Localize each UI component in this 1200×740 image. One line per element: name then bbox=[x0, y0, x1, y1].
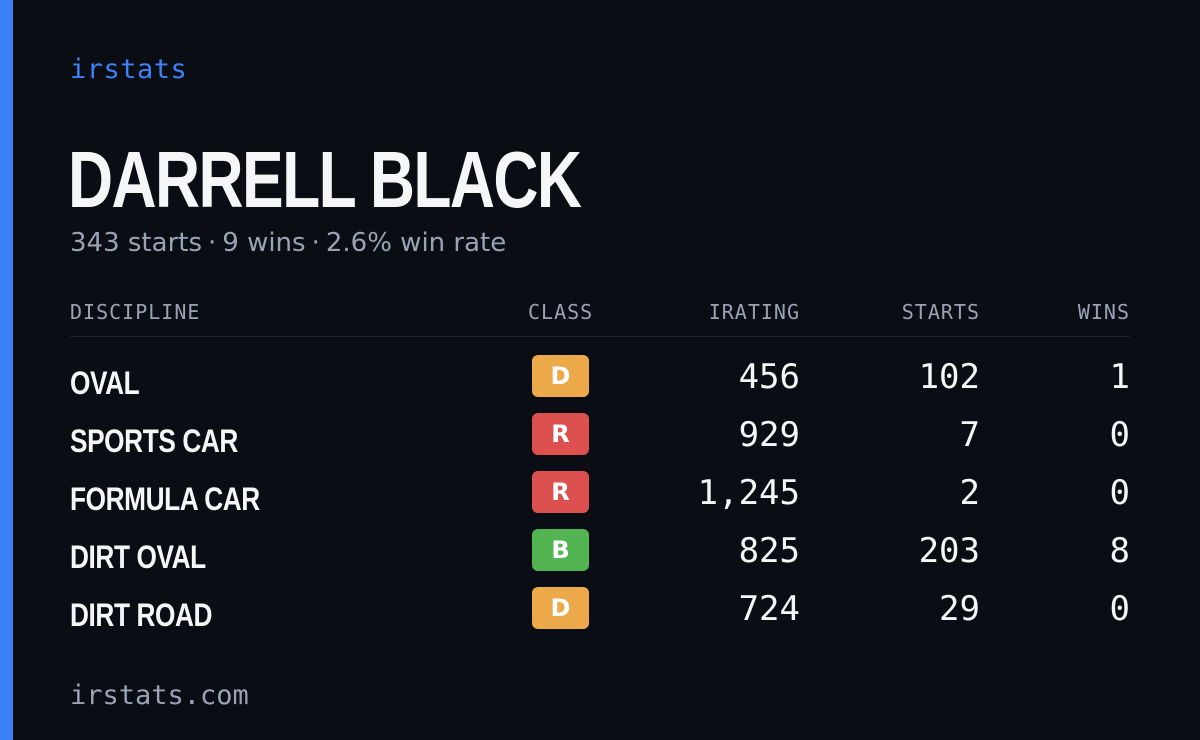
table-row: DIRT ROAD D 724 29 0 bbox=[70, 587, 1130, 645]
table-row: FORMULA CAR R 1,245 2 0 bbox=[70, 471, 1130, 529]
irating-value: 456 bbox=[738, 357, 800, 397]
summary-separator: · bbox=[208, 228, 217, 258]
starts-value: 203 bbox=[918, 531, 980, 571]
header-irating: IRATING bbox=[708, 300, 800, 324]
driver-summary: 343 starts · 9 wins · 2.6% win rate bbox=[70, 228, 506, 258]
driver-name: DARRELL BLACK bbox=[68, 135, 582, 224]
header-starts: STARTS bbox=[901, 300, 980, 324]
starts-value: 29 bbox=[939, 589, 980, 629]
class-badge: D bbox=[532, 355, 589, 397]
wins-value: 1 bbox=[1109, 357, 1130, 397]
summary-separator: · bbox=[311, 228, 320, 258]
footer-url: irstats.com bbox=[70, 680, 249, 711]
starts-value: 7 bbox=[959, 415, 980, 455]
discipline-name: DIRT OVAL bbox=[70, 539, 206, 575]
accent-bar bbox=[0, 0, 13, 740]
table-row: OVAL D 456 102 1 bbox=[70, 355, 1130, 413]
class-badge: R bbox=[532, 413, 589, 455]
discipline-name: OVAL bbox=[70, 365, 140, 401]
discipline-table: DISCIPLINE CLASS IRATING STARTS WINS OVA… bbox=[70, 300, 1130, 633]
discipline-name: FORMULA CAR bbox=[70, 481, 260, 517]
wins-value: 0 bbox=[1109, 415, 1130, 455]
irating-value: 1,245 bbox=[697, 473, 800, 513]
table-row: SPORTS CAR R 929 7 0 bbox=[70, 413, 1130, 471]
brand-logo: irstats bbox=[70, 54, 188, 85]
class-badge: R bbox=[532, 471, 589, 513]
header-discipline: DISCIPLINE bbox=[70, 300, 201, 324]
starts-value: 102 bbox=[918, 357, 980, 397]
starts-value: 2 bbox=[959, 473, 980, 513]
discipline-name: DIRT ROAD bbox=[70, 597, 213, 633]
header-class: CLASS bbox=[528, 300, 594, 324]
wins-value: 8 bbox=[1109, 531, 1130, 571]
wins-summary: 9 wins bbox=[222, 228, 306, 258]
discipline-name: SPORTS CAR bbox=[70, 423, 238, 459]
win-rate-summary: 2.6% win rate bbox=[325, 228, 507, 258]
table-header: DISCIPLINE CLASS IRATING STARTS WINS bbox=[70, 300, 1130, 337]
class-badge: D bbox=[532, 587, 589, 629]
table-row: DIRT OVAL B 825 203 8 bbox=[70, 529, 1130, 587]
starts-summary: 343 starts bbox=[70, 228, 202, 258]
irating-value: 929 bbox=[738, 415, 800, 455]
irating-value: 825 bbox=[738, 531, 800, 571]
header-wins: WINS bbox=[1077, 300, 1130, 324]
class-badge: B bbox=[532, 529, 589, 571]
irating-value: 724 bbox=[738, 589, 800, 629]
wins-value: 0 bbox=[1109, 589, 1130, 629]
wins-value: 0 bbox=[1109, 473, 1130, 513]
